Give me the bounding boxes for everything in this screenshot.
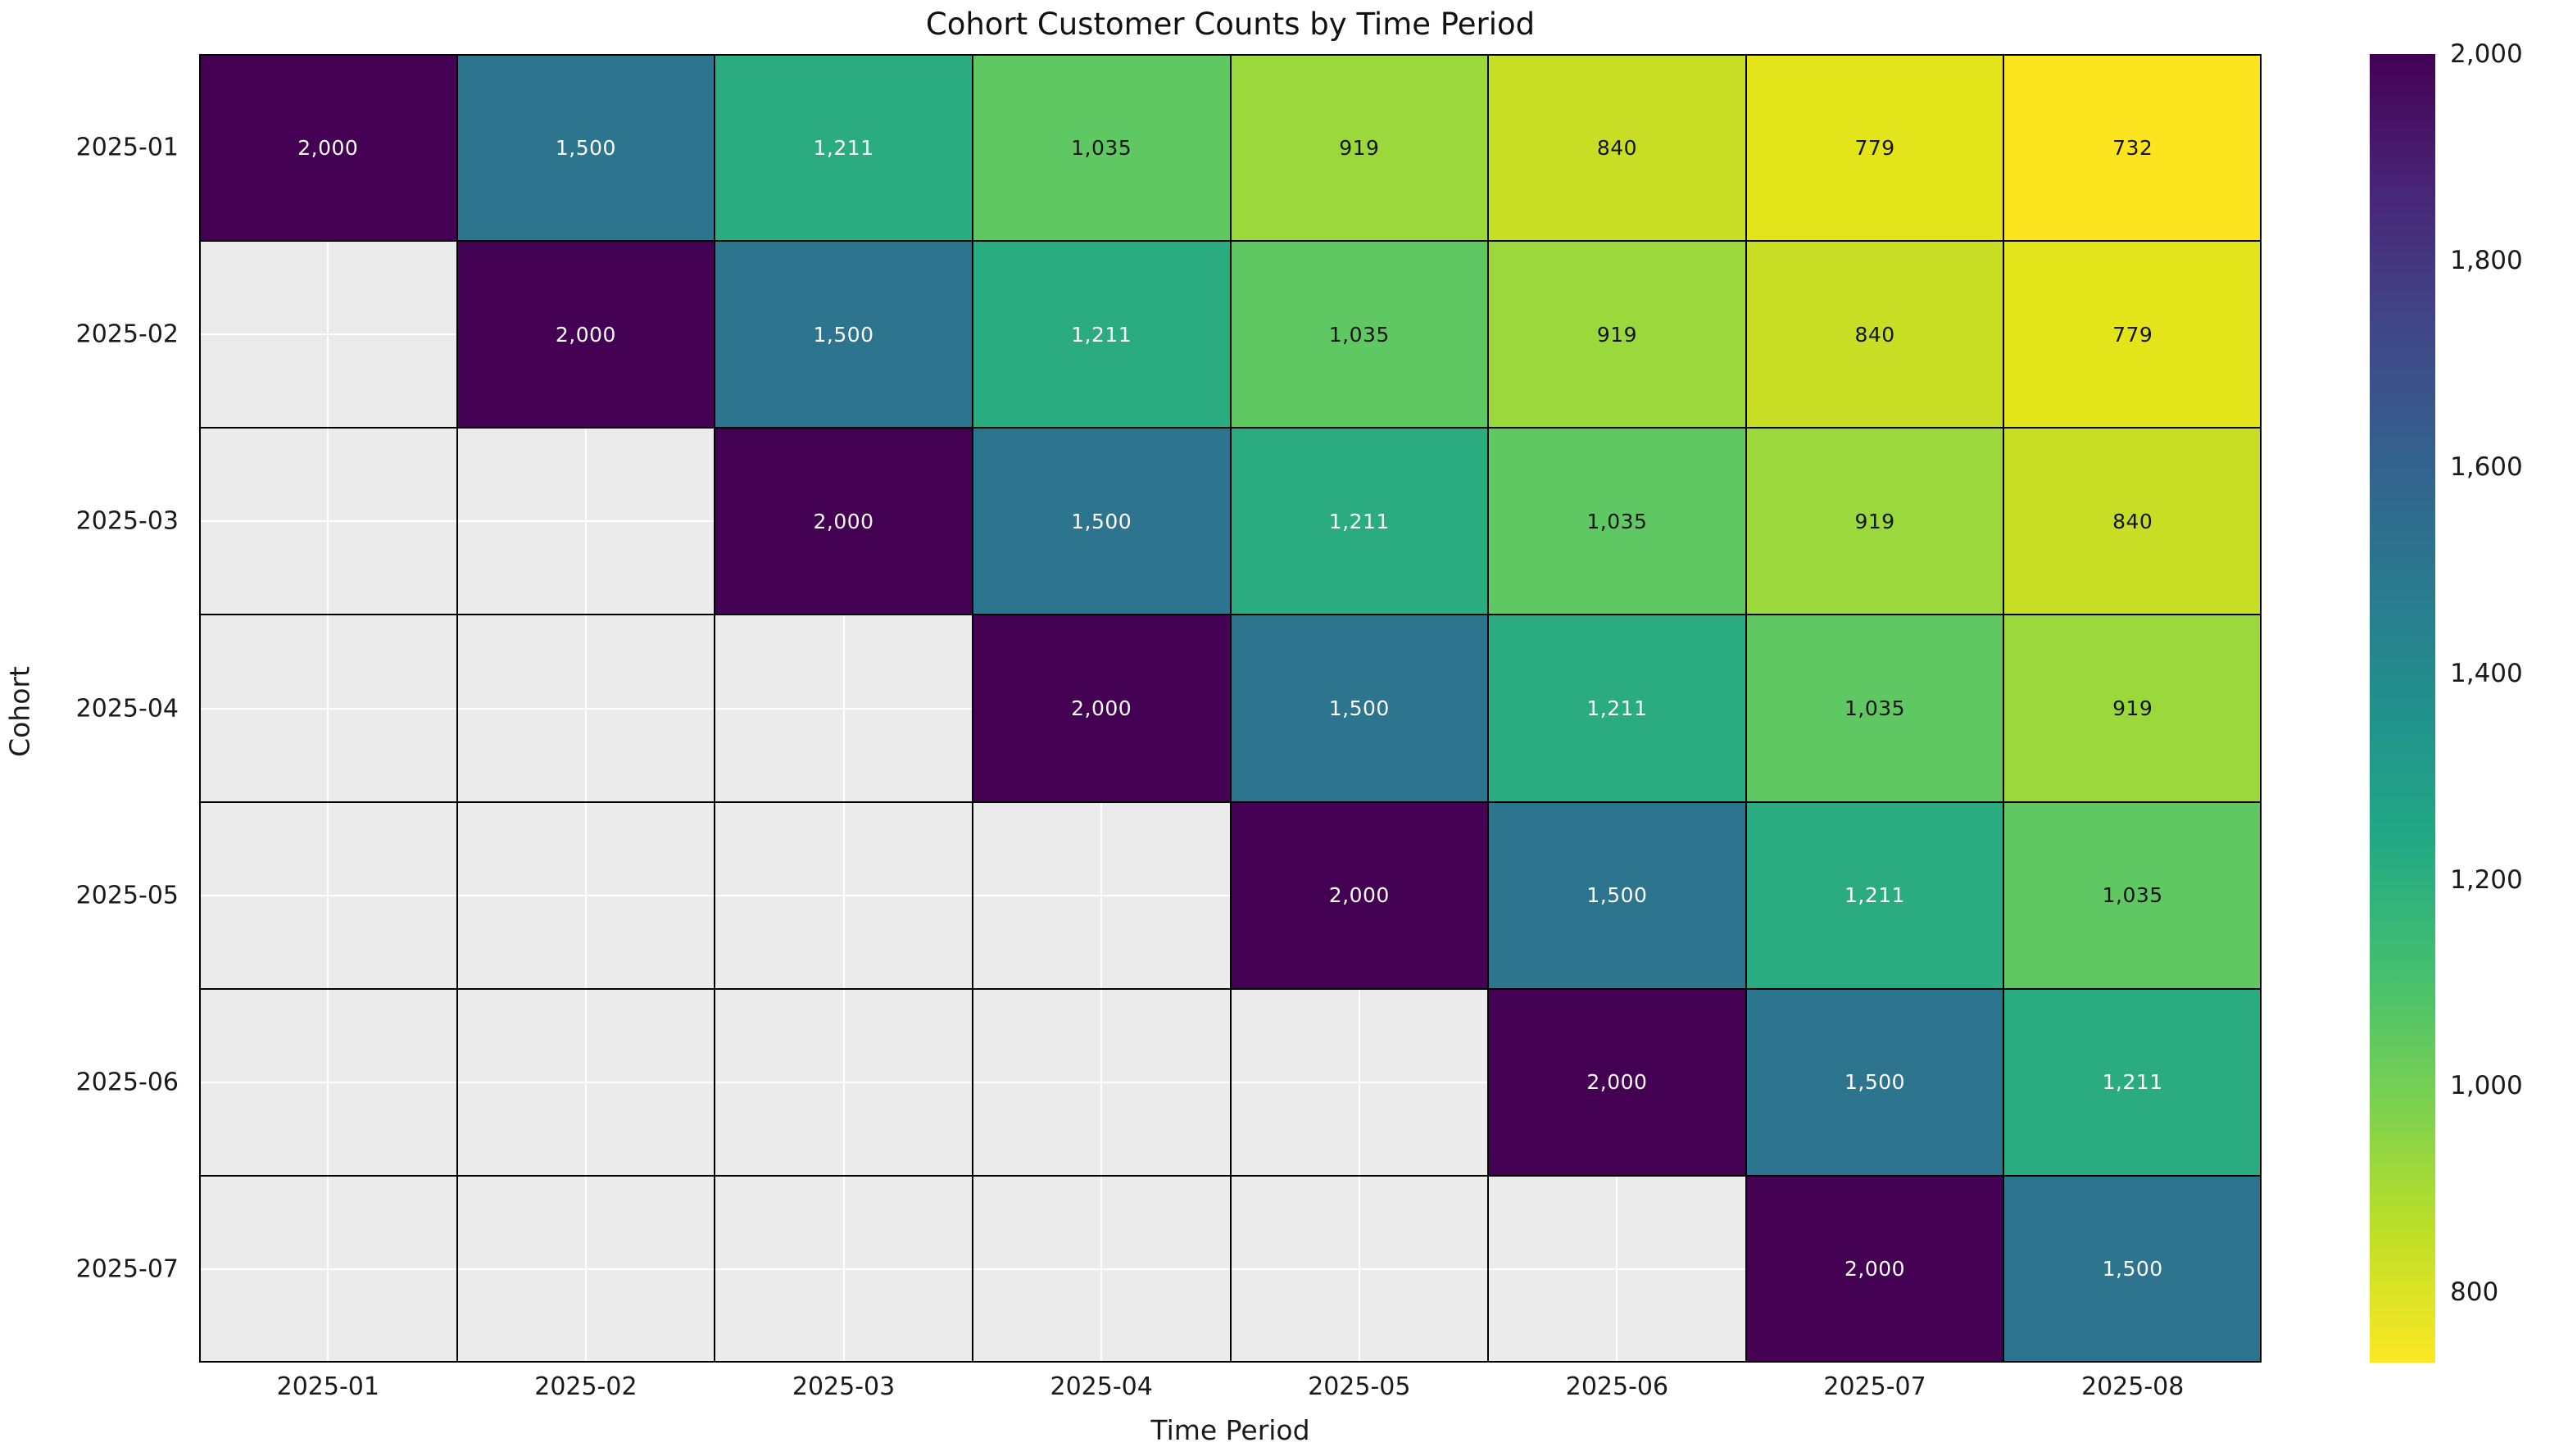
heatmap-cell: 2,000 bbox=[1230, 801, 1489, 989]
y-tick-label: 2025-04 bbox=[75, 694, 179, 723]
heatmap-cell: 1,035 bbox=[1488, 428, 1746, 615]
heatmap-cell: 840 bbox=[2003, 428, 2262, 615]
y-tick-label: 2025-06 bbox=[75, 1068, 179, 1097]
gridline-major-horizontal bbox=[199, 1174, 2262, 1177]
gridline-major-horizontal bbox=[199, 614, 2262, 616]
heatmap-cell: 919 bbox=[1488, 241, 1746, 429]
heatmap-cell: 2,000 bbox=[972, 615, 1231, 802]
heatmap-cell: 1,211 bbox=[1230, 428, 1489, 615]
gridline-major-vertical bbox=[1229, 54, 1232, 1363]
heatmap-cell: 1,211 bbox=[2003, 988, 2262, 1176]
heatmap-cell: 1,211 bbox=[1745, 801, 2004, 989]
heatmap-cell: 2,000 bbox=[199, 54, 457, 242]
heatmap-cell: 1,500 bbox=[1488, 801, 1746, 989]
heatmap-cell: 2,000 bbox=[456, 241, 715, 429]
heatmap-cell: 2,000 bbox=[1488, 988, 1746, 1176]
x-tick-label: 2025-03 bbox=[792, 1372, 896, 1401]
colorbar-tick-label: 1,000 bbox=[2450, 1071, 2523, 1101]
y-axis-title: Cohort bbox=[3, 666, 36, 757]
x-tick-label: 2025-01 bbox=[276, 1372, 379, 1401]
gridline-major-horizontal bbox=[199, 987, 2262, 990]
x-tick-label: 2025-05 bbox=[1308, 1372, 1411, 1401]
x-tick-label: 2025-07 bbox=[1823, 1372, 1926, 1401]
gridline-major-vertical bbox=[714, 54, 716, 1363]
colorbar-tick-label: 1,400 bbox=[2450, 658, 2523, 688]
heatmap-cell: 840 bbox=[1745, 241, 2004, 429]
heatmap-cell: 1,500 bbox=[1230, 615, 1489, 802]
chart-title: Cohort Customer Counts by Time Period bbox=[925, 7, 1536, 42]
heatmap-cell: 2,000 bbox=[715, 428, 973, 615]
gridline-major-horizontal bbox=[199, 427, 2262, 429]
x-tick-label: 2025-08 bbox=[2081, 1372, 2185, 1401]
heatmap-cell: 1,035 bbox=[2003, 801, 2262, 989]
gridline-major-vertical bbox=[1745, 54, 1747, 1363]
heatmap-cell: 1,035 bbox=[1230, 241, 1489, 429]
heatmap-cell: 1,500 bbox=[1745, 988, 2004, 1176]
heatmap-plot-area: 2,000 1,500 1,211 1,035 919 840 779 732 2,000 1,5… bbox=[199, 54, 2262, 1363]
heatmap-cell: 1,211 bbox=[715, 54, 973, 242]
heatmap-cell: 1,500 bbox=[715, 241, 973, 429]
x-tick-label: 2025-02 bbox=[534, 1372, 638, 1401]
colorbar-tick-label: 800 bbox=[2450, 1277, 2499, 1308]
heatmap-cell: 1,211 bbox=[1488, 615, 1746, 802]
y-tick-label: 2025-07 bbox=[75, 1254, 179, 1284]
heatmap-cell: 2,000 bbox=[1745, 1175, 2004, 1363]
heatmap-cell: 919 bbox=[1745, 428, 2004, 615]
heatmap-cell: 919 bbox=[1230, 54, 1489, 242]
heatmap-cell: 840 bbox=[1488, 54, 1746, 242]
gridline-major-vertical bbox=[1487, 54, 1490, 1363]
x-tick-label: 2025-04 bbox=[1050, 1372, 1153, 1401]
heatmap-cell: 919 bbox=[2003, 615, 2262, 802]
colorbar-tick-label: 1,200 bbox=[2450, 864, 2523, 895]
heatmap-cell: 779 bbox=[1745, 54, 2004, 242]
gridline-major-vertical bbox=[971, 54, 973, 1363]
heatmap-cell: 1,500 bbox=[2003, 1175, 2262, 1363]
heatmap-cell: 732 bbox=[2003, 54, 2262, 242]
y-tick-label: 2025-02 bbox=[75, 320, 179, 349]
heatmap-cell: 1,035 bbox=[1745, 615, 2004, 802]
y-tick-label: 2025-03 bbox=[75, 506, 179, 536]
heatmap-cell: 1,211 bbox=[972, 241, 1231, 429]
gridline-major-vertical bbox=[2003, 54, 2005, 1363]
colorbar-tick-label: 2,000 bbox=[2450, 39, 2523, 69]
heatmap-cell: 1,500 bbox=[972, 428, 1231, 615]
gridline-major-vertical bbox=[456, 54, 458, 1363]
colorbar bbox=[2370, 54, 2435, 1363]
colorbar-tick-label: 1,600 bbox=[2450, 451, 2523, 482]
gridline-major-horizontal bbox=[199, 240, 2262, 243]
y-tick-label: 2025-05 bbox=[75, 881, 179, 910]
y-tick-label: 2025-01 bbox=[75, 133, 179, 162]
gridline-major-horizontal bbox=[199, 801, 2262, 803]
colorbar-tick-label: 1,800 bbox=[2450, 245, 2523, 275]
heatmap-cell: 779 bbox=[2003, 241, 2262, 429]
x-axis-title: Time Period bbox=[1150, 1414, 1310, 1446]
heatmap-cell: 1,500 bbox=[456, 54, 715, 242]
x-tick-label: 2025-06 bbox=[1565, 1372, 1669, 1401]
heatmap-cell: 1,035 bbox=[972, 54, 1231, 242]
